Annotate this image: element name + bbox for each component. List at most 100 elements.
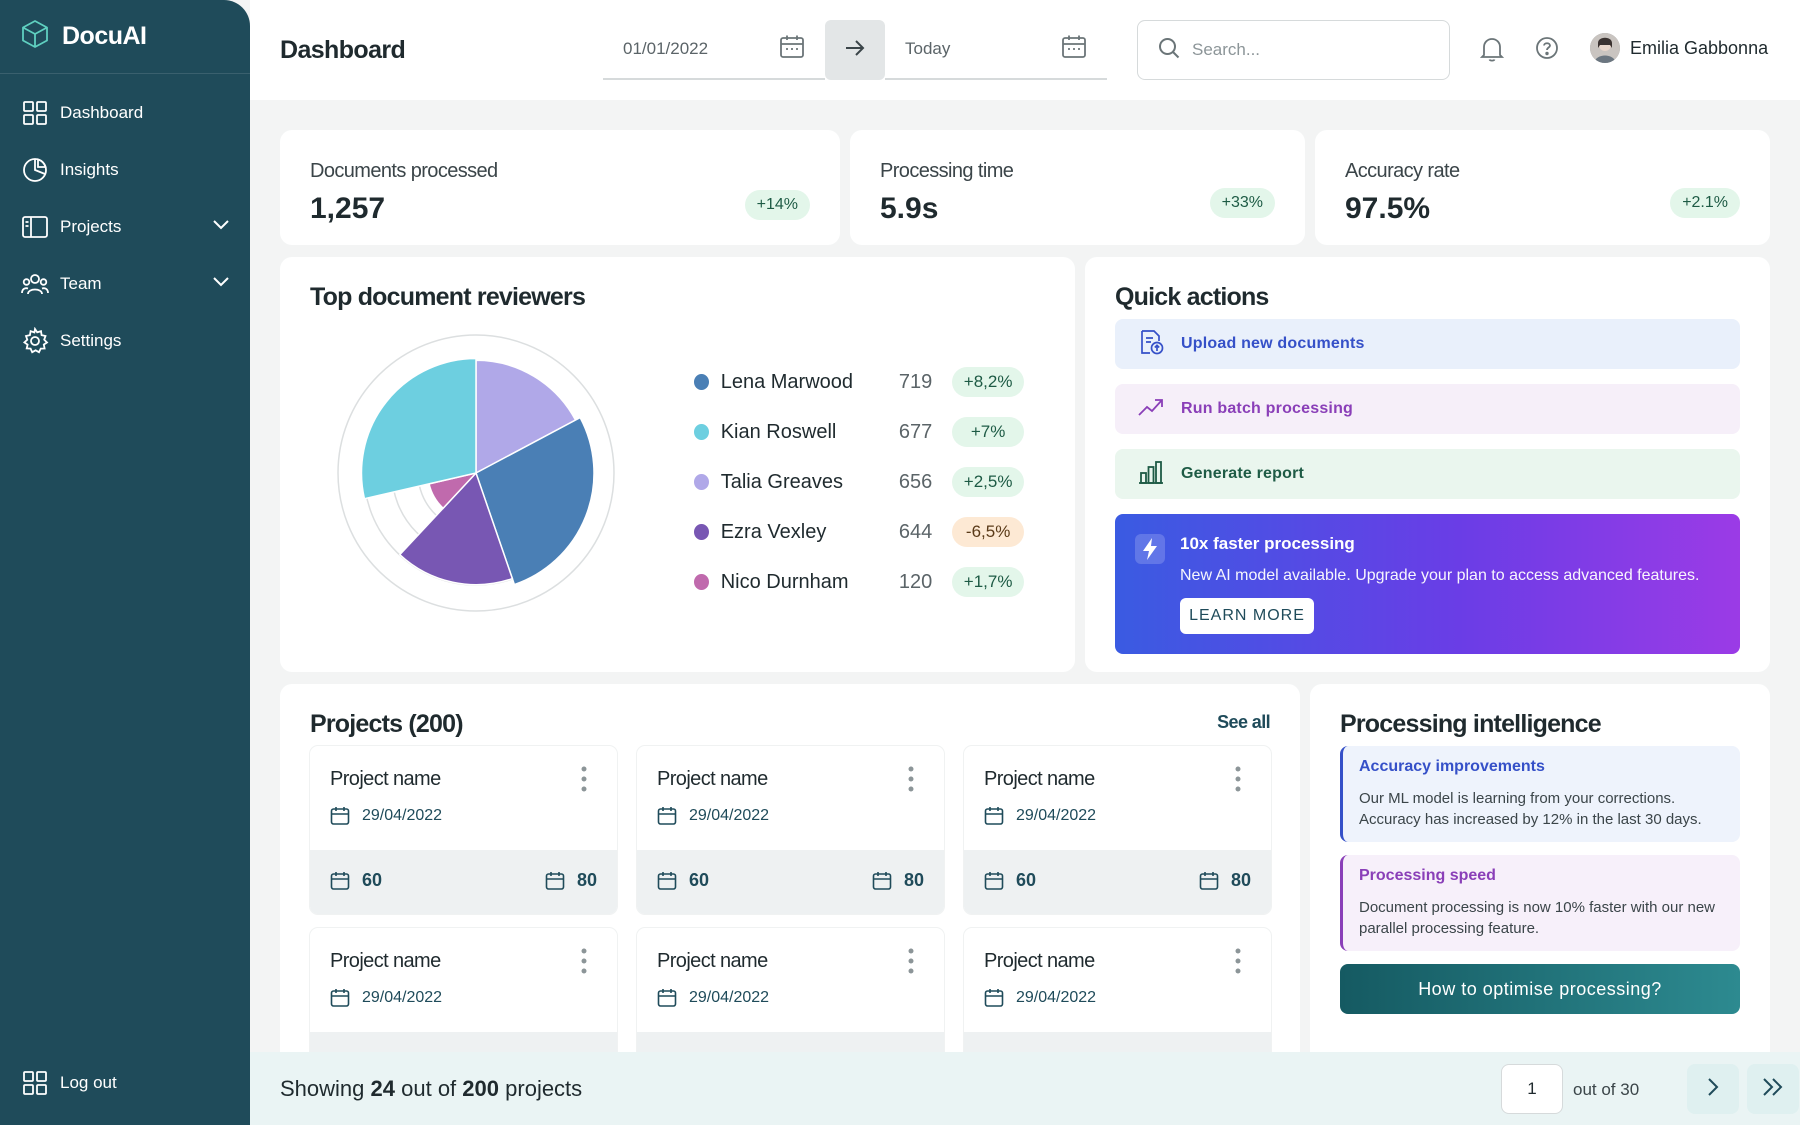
polar-slice-kian-roswell [360, 357, 477, 500]
sidebar-panel-icon [20, 212, 50, 242]
project-date: 29/04/2022 [330, 806, 442, 826]
calendar-icon[interactable] [779, 34, 805, 65]
project-name: Project name [330, 768, 441, 790]
more-options-icon[interactable] [1235, 948, 1241, 979]
project-date: 29/04/2022 [657, 988, 769, 1008]
project-metrics: 60 80 [637, 850, 944, 914]
promo-text: New AI model available. Upgrade your pla… [1180, 567, 1700, 584]
avatar [1590, 33, 1620, 63]
project-date: 29/04/2022 [984, 988, 1096, 1008]
reviewer-name: Talia Greaves [720, 470, 843, 493]
reviewer-change-badge: +8,2% [952, 367, 1024, 397]
project-card[interactable]: Project name 29/04/2022 60 80 [310, 746, 617, 914]
logout-button[interactable]: Log out [0, 1054, 250, 1111]
sidebar-item-label: Projects [60, 216, 122, 236]
metric-value: 60 [362, 870, 383, 890]
more-options-icon[interactable] [908, 948, 914, 979]
chevron-down-icon[interactable] [212, 218, 230, 236]
project-metric-a: 60 [984, 870, 1036, 891]
search-icon [1158, 37, 1180, 64]
reviewer-value: 656 [898, 470, 933, 493]
pagination-footer: Showing 24 out of 200 projects out of 30 [250, 1052, 1800, 1125]
trend-up-icon [1137, 395, 1165, 424]
sidebar-item-projects[interactable]: Projects [0, 198, 250, 255]
lightning-icon [1135, 534, 1165, 569]
date-range-arrow-button[interactable] [825, 20, 885, 80]
calendar-icon[interactable] [1061, 34, 1087, 65]
project-date-text: 29/04/2022 [1016, 807, 1097, 824]
insight-title: Processing speed [1359, 867, 1496, 884]
legend-item: Lena Marwood 719 +8,2% [694, 357, 1024, 407]
card-title: Projects (200) [310, 710, 464, 738]
upload-documents-button[interactable]: Upload new documents [1115, 319, 1740, 369]
project-date-text: 29/04/2022 [1016, 989, 1097, 1006]
search-box[interactable] [1137, 20, 1450, 80]
user-menu[interactable]: Emilia Gabbonna [1590, 33, 1768, 63]
double-chevron-right-icon [1762, 1077, 1784, 1102]
stat-value: 97.5% [1345, 192, 1431, 225]
more-options-icon[interactable] [908, 766, 914, 797]
stat-card-processing-time: Processing time 5.9s +33% [850, 130, 1305, 245]
run-batch-processing-button[interactable]: Run batch processing [1115, 384, 1740, 434]
reviewer-name: Nico Durnham [720, 570, 849, 593]
insight-text: Document processing is now 10% faster wi… [1359, 899, 1716, 937]
sidebar-nav: Dashboard Insights Projects Team [0, 84, 250, 369]
more-options-icon[interactable] [1235, 766, 1241, 797]
polar-slice-ezra-vexley [398, 471, 514, 586]
chevron-down-icon[interactable] [212, 275, 230, 293]
project-metrics: 60 80 [964, 850, 1271, 914]
bell-icon[interactable] [1479, 36, 1505, 67]
project-date-text: 29/04/2022 [689, 807, 770, 824]
reviewer-change-badge: +7% [952, 417, 1024, 447]
calendar-icon [984, 807, 1004, 825]
project-date: 29/04/2022 [330, 988, 442, 1008]
metric-value: 80 [903, 870, 924, 890]
project-date: 29/04/2022 [657, 806, 769, 826]
insight-text: Our ML model is learning from your corre… [1359, 790, 1702, 828]
date-from-field[interactable]: 01/01/2022 [603, 20, 825, 80]
metric-value: 80 [576, 870, 597, 890]
reviewer-change-badge: +2,5% [952, 467, 1024, 497]
processing-intelligence-card: Processing intelligence Accuracy improve… [1310, 684, 1770, 1052]
sidebar-item-settings[interactable]: Settings [0, 312, 250, 369]
help-icon[interactable] [1535, 36, 1559, 65]
project-card[interactable]: Project name 29/04/2022 60 80 [964, 746, 1271, 914]
sidebar-item-team[interactable]: Team [0, 255, 250, 312]
see-all-link[interactable]: See all [1217, 712, 1270, 732]
optimise-processing-button[interactable]: How to optimise processing? [1340, 964, 1740, 1014]
quick-action-label: Upload new documents [1181, 335, 1365, 352]
date-from-value: 01/01/2022 [623, 39, 709, 58]
more-options-icon[interactable] [581, 948, 587, 979]
project-metric-b: 80 [545, 870, 597, 891]
last-page-button[interactable] [1747, 1064, 1799, 1114]
legend-item: Kian Roswell 677 +7% [694, 407, 1024, 457]
gear-icon [20, 326, 50, 356]
reviewer-value: 644 [898, 520, 933, 543]
learn-more-button[interactable]: LEARN MORE [1180, 598, 1314, 634]
project-metric-a: 60 [657, 870, 709, 891]
project-date-text: 29/04/2022 [362, 807, 443, 824]
next-page-button[interactable] [1687, 1064, 1739, 1114]
sidebar: DocuAI Dashboard Insights Projects [0, 0, 250, 1125]
page-number-input[interactable] [1501, 1064, 1563, 1114]
card-title: Processing intelligence [1340, 710, 1602, 738]
reviewer-name: Lena Marwood [720, 370, 854, 393]
calendar-icon [657, 871, 677, 890]
date-to-field[interactable]: Today [885, 20, 1107, 80]
generate-report-button[interactable]: Generate report [1115, 449, 1740, 499]
insight-accuracy-improvements: Accuracy improvements Our ML model is le… [1340, 746, 1740, 842]
project-name: Project name [657, 768, 768, 790]
stat-value: 5.9s [880, 192, 939, 225]
legend-item: Ezra Vexley 644 -6,5% [694, 507, 1024, 557]
calendar-icon [657, 989, 677, 1007]
project-card[interactable]: Project name 29/04/2022 60 80 [637, 746, 944, 914]
project-name: Project name [330, 950, 441, 972]
more-options-icon[interactable] [581, 766, 587, 797]
reviewers-polar-chart [337, 334, 615, 612]
sidebar-item-insights[interactable]: Insights [0, 141, 250, 198]
brand[interactable]: DocuAI [0, 0, 250, 74]
stat-change-badge: +33% [1209, 188, 1275, 218]
sidebar-item-dashboard[interactable]: Dashboard [0, 84, 250, 141]
stat-label: Accuracy rate [1345, 160, 1460, 182]
search-input[interactable] [1192, 40, 1432, 60]
